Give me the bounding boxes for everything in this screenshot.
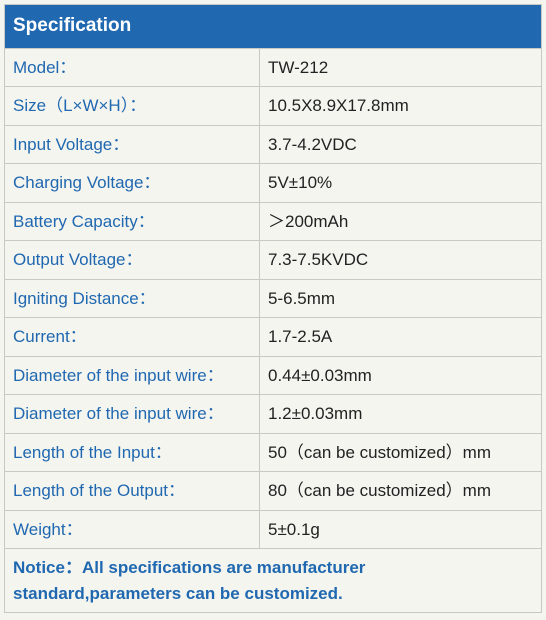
table-row: Diameter of the input wire：1.2±0.03mm	[5, 395, 542, 434]
table-row: Current：1.7-2.5A	[5, 318, 542, 357]
notice-text: Notice：All specifications are manufactur…	[5, 549, 542, 613]
spec-value: 5-6.5mm	[260, 279, 542, 318]
spec-value: 80（can be customized）mm	[260, 472, 542, 511]
spec-value: 1.7-2.5A	[260, 318, 542, 357]
spec-value: 0.44±0.03mm	[260, 356, 542, 395]
spec-label: Length of the Output：	[5, 472, 260, 511]
table-row: Charging Voltage：5V±10%	[5, 164, 542, 203]
spec-value: 7.3-7.5KVDC	[260, 241, 542, 280]
specification-table: Specification Model：TW-212Size（L×W×H）：10…	[4, 4, 542, 613]
spec-value: TW-212	[260, 48, 542, 87]
table-row: Weight：5±0.1g	[5, 510, 542, 549]
table-header: Specification	[5, 5, 542, 49]
spec-label: Igniting Distance：	[5, 279, 260, 318]
table-row: Output Voltage：7.3-7.5KVDC	[5, 241, 542, 280]
spec-value: 5V±10%	[260, 164, 542, 203]
spec-label: Current：	[5, 318, 260, 357]
spec-value: ＞200mAh	[260, 202, 542, 241]
table-row: Length of the Output：80（can be customize…	[5, 472, 542, 511]
spec-label: Weight：	[5, 510, 260, 549]
spec-value: 3.7-4.2VDC	[260, 125, 542, 164]
spec-value: 1.2±0.03mm	[260, 395, 542, 434]
spec-label: Battery Capacity：	[5, 202, 260, 241]
spec-label: Output Voltage：	[5, 241, 260, 280]
table-row: Model：TW-212	[5, 48, 542, 87]
table-row: Length of the Input：50（can be customized…	[5, 433, 542, 472]
table-header-row: Specification	[5, 5, 542, 49]
notice-row: Notice：All specifications are manufactur…	[5, 549, 542, 613]
spec-label: Charging Voltage：	[5, 164, 260, 203]
spec-label: Diameter of the input wire：	[5, 356, 260, 395]
table-row: Diameter of the input wire：0.44±0.03mm	[5, 356, 542, 395]
table-row: Battery Capacity：＞200mAh	[5, 202, 542, 241]
spec-label: Size（L×W×H）：	[5, 87, 260, 126]
spec-value: 5±0.1g	[260, 510, 542, 549]
spec-value: 50（can be customized）mm	[260, 433, 542, 472]
table-row: Input Voltage：3.7-4.2VDC	[5, 125, 542, 164]
spec-label: Input Voltage：	[5, 125, 260, 164]
spec-label: Length of the Input：	[5, 433, 260, 472]
spec-value: 10.5X8.9X17.8mm	[260, 87, 542, 126]
table-row: Size（L×W×H）：10.5X8.9X17.8mm	[5, 87, 542, 126]
spec-label: Diameter of the input wire：	[5, 395, 260, 434]
table-row: Igniting Distance：5-6.5mm	[5, 279, 542, 318]
spec-label: Model：	[5, 48, 260, 87]
